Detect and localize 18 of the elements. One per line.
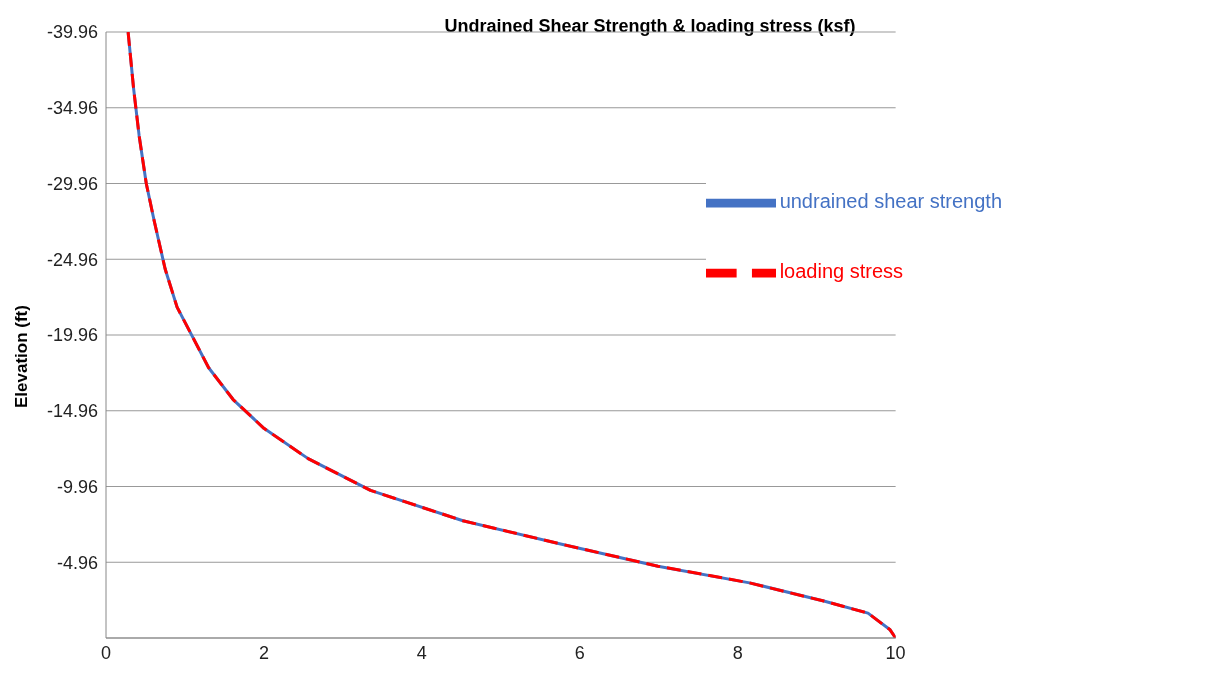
y-tick-label: -4.96 — [56, 552, 98, 573]
legend-label: loading stress — [779, 260, 904, 283]
chart-title: Undrained Shear Strength & loading stress (ksf) — [444, 16, 856, 36]
legend-label: undrained shear strength — [779, 190, 1002, 213]
y-tick-label: -39.96 — [46, 22, 98, 43]
x-tick-label: 8 — [732, 642, 743, 663]
x-tick-label: 10 — [885, 642, 906, 663]
x-tick-label: 2 — [258, 642, 269, 663]
y-tick-label: -34.96 — [46, 98, 98, 119]
y-tick-label: -19.96 — [46, 325, 98, 346]
y-tick-label: -24.96 — [46, 249, 98, 270]
y-tick-label: -29.96 — [46, 173, 98, 194]
x-tick-label: 4 — [416, 642, 427, 663]
x-tick-label: 0 — [100, 642, 112, 663]
y-axis-title: Elevation (ft) — [12, 305, 32, 408]
x-tick-label: 6 — [574, 642, 585, 663]
y-tick-label: -14.96 — [46, 401, 98, 422]
y-tick-label: -9.96 — [56, 476, 98, 497]
